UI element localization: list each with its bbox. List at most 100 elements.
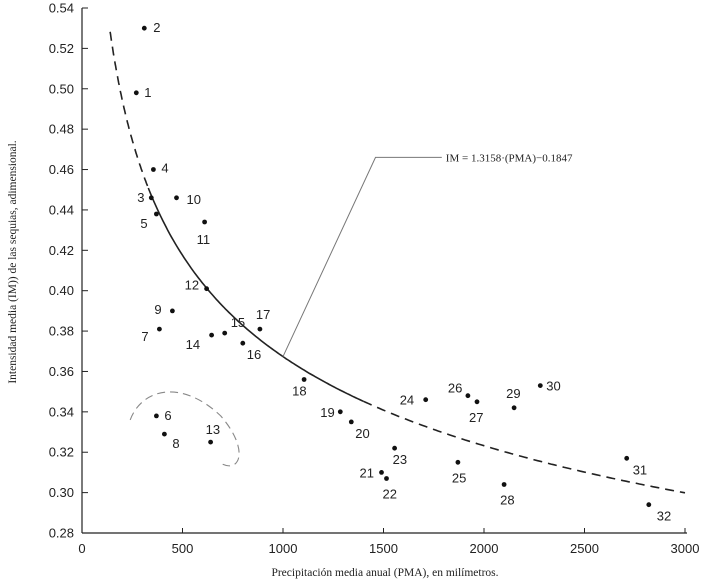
x-tick-label: 2000	[470, 541, 499, 556]
data-point-9	[170, 308, 175, 314]
point-label-31: 31	[633, 462, 647, 477]
data-point-22	[384, 476, 389, 481]
data-point-24	[423, 397, 429, 403]
point-label-18: 18	[292, 384, 306, 399]
data-point-6	[154, 413, 159, 419]
point-label-10: 10	[187, 192, 201, 207]
data-point-5	[154, 211, 159, 217]
y-tick-label: 0.44	[49, 202, 74, 217]
point-label-4: 4	[161, 161, 168, 176]
point-label-29: 29	[506, 386, 520, 401]
point-label-28: 28	[500, 493, 514, 508]
data-point-13	[208, 439, 214, 445]
point-label-16: 16	[247, 347, 261, 362]
data-point-4	[151, 167, 156, 172]
y-tick-label: 0.28	[49, 526, 74, 541]
point-label-1: 1	[144, 85, 151, 100]
data-point-31	[624, 455, 630, 461]
point-label-6: 6	[164, 408, 171, 423]
y-tick-label: 0.32	[49, 445, 74, 460]
cluster-outline-path	[129, 391, 240, 467]
data-point-10	[174, 195, 179, 201]
point-label-11: 11	[197, 232, 211, 247]
fit-curve	[109, 31, 686, 494]
data-point-26	[465, 393, 471, 399]
y-tick-label: 0.34	[49, 404, 74, 419]
point-label-22: 22	[383, 487, 397, 502]
point-label-15: 15	[231, 315, 245, 330]
y-tick-label: 0.48	[49, 122, 74, 137]
point-label-12: 12	[185, 278, 199, 293]
x-tick-label: 0	[78, 541, 85, 556]
y-tick-label: 0.52	[49, 41, 74, 56]
fit-curve-solid	[147, 187, 364, 403]
data-point-21	[379, 470, 384, 475]
point-label-9: 9	[154, 302, 161, 317]
data-point-12	[204, 286, 210, 292]
y-tick-label: 0.54	[49, 1, 74, 16]
data-point-20	[348, 419, 354, 425]
point-label-25: 25	[452, 470, 466, 485]
x-axis-title: Precipitación media anual (PMA), en milí…	[271, 567, 498, 579]
point-label-2: 2	[153, 20, 160, 35]
y-tick-label: 0.42	[49, 243, 74, 258]
point-label-13: 13	[206, 422, 220, 437]
fit-curve-dashed	[363, 400, 686, 494]
data-point-8	[162, 431, 167, 437]
data-points: 1234567891011121314151617181920212223242…	[133, 20, 671, 524]
point-label-30: 30	[546, 379, 560, 394]
point-label-17: 17	[256, 307, 270, 322]
data-point-11	[202, 219, 208, 225]
point-label-19: 19	[320, 405, 334, 420]
point-label-27: 27	[469, 410, 483, 425]
axes: 0.28 0.30 0.32 0.34 0.36 0.38 0.40 0.42 0.44 0.46…	[49, 1, 700, 557]
data-point-32	[646, 502, 652, 508]
point-label-8: 8	[172, 436, 179, 451]
equation-annotation: IM = 1.3158·(PMA)−0.1847	[282, 152, 573, 357]
y-tick-label: 0.50	[49, 81, 74, 96]
data-point-15	[222, 330, 228, 336]
point-label-21: 21	[360, 465, 374, 480]
data-point-3	[148, 195, 154, 201]
data-point-19	[337, 409, 343, 415]
fit-curve-dashed	[109, 31, 150, 189]
data-point-7	[157, 326, 162, 332]
x-tick-label: 1500	[369, 541, 398, 556]
data-point-29	[511, 405, 517, 411]
x-tick-label: 1000	[269, 541, 298, 556]
x-tick-label: 3000	[671, 541, 700, 556]
data-point-27	[474, 399, 480, 405]
point-label-5: 5	[140, 216, 147, 231]
data-point-16	[240, 340, 246, 346]
data-point-18	[301, 377, 307, 382]
point-label-14: 14	[186, 337, 200, 352]
x-tick-label: 500	[172, 541, 194, 556]
data-point-17	[257, 326, 263, 332]
equation-leader-line	[282, 156, 442, 357]
data-point-25	[455, 459, 461, 465]
point-label-24: 24	[400, 393, 414, 408]
point-label-26: 26	[448, 381, 462, 396]
y-axis-title: Intensidad media (IM)) de las sequias, a…	[7, 140, 19, 383]
equation-text: IM = 1.3158·(PMA)−0.1847	[446, 152, 573, 164]
y-tick-label: 0.46	[49, 162, 74, 177]
data-point-1	[133, 90, 139, 96]
data-point-30	[537, 383, 543, 388]
data-point-23	[392, 445, 397, 451]
point-label-23: 23	[393, 452, 407, 467]
data-point-14	[209, 332, 215, 338]
x-tick-label: 2500	[570, 541, 599, 556]
data-point-28	[501, 482, 507, 487]
point-label-32: 32	[657, 509, 671, 524]
point-label-7: 7	[141, 329, 148, 344]
data-point-2	[141, 25, 147, 31]
y-tick-label: 0.36	[49, 364, 74, 379]
point-label-20: 20	[355, 426, 369, 441]
y-tick-label: 0.40	[49, 283, 74, 298]
point-label-3: 3	[137, 190, 144, 205]
y-tick-label: 0.30	[49, 485, 74, 500]
cluster-outline	[129, 391, 240, 467]
y-tick-label: 0.38	[49, 324, 74, 339]
